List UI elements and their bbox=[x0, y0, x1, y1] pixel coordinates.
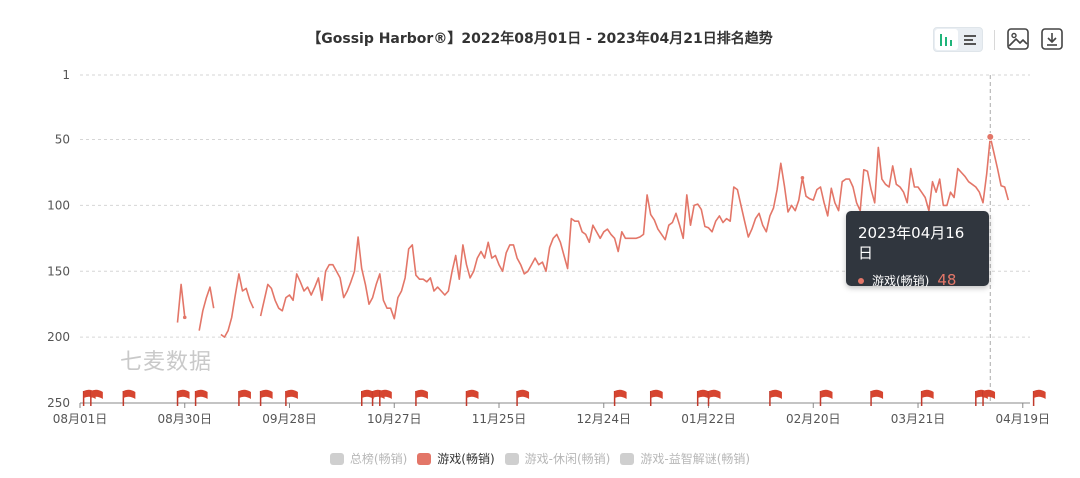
save-image-button[interactable] bbox=[1006, 27, 1030, 51]
event-flag-icon[interactable] bbox=[649, 389, 663, 406]
tooltip-series-dot bbox=[858, 277, 864, 284]
event-flag-icon[interactable] bbox=[90, 389, 103, 406]
legend-label: 游戏-休闲(畅销) bbox=[524, 452, 611, 466]
list-icon[interactable] bbox=[964, 35, 976, 45]
series-point bbox=[182, 315, 187, 320]
event-flag-icon[interactable] bbox=[176, 389, 190, 406]
x-tick-label: 11月25日 bbox=[472, 412, 527, 426]
event-flag-icon[interactable] bbox=[259, 389, 273, 406]
highlight-layer bbox=[986, 132, 995, 141]
y-tick-label: 50 bbox=[55, 133, 70, 147]
legend-swatch bbox=[417, 452, 432, 465]
event-flag-icon[interactable] bbox=[920, 389, 934, 406]
event-flag-icon[interactable] bbox=[982, 389, 996, 406]
legend-item[interactable]: 游戏-休闲(畅销) bbox=[504, 450, 611, 467]
watermark: 七麦数据 bbox=[120, 350, 213, 375]
event-flags bbox=[82, 389, 1046, 406]
legend-swatch bbox=[504, 452, 519, 465]
event-flag-icon[interactable] bbox=[360, 389, 374, 406]
bar-chart-icon[interactable] bbox=[940, 34, 952, 46]
legend-swatch bbox=[329, 452, 344, 465]
series-lines bbox=[176, 136, 1010, 338]
event-flag-icon[interactable] bbox=[613, 389, 627, 406]
y-tick-label: 200 bbox=[47, 330, 70, 344]
series-point bbox=[800, 175, 805, 180]
download-button[interactable] bbox=[1040, 27, 1064, 51]
event-flag-icon[interactable] bbox=[516, 389, 530, 406]
x-tick-label: 03月21日 bbox=[891, 412, 946, 426]
grid-lines bbox=[80, 74, 1030, 403]
event-flag-icon[interactable] bbox=[696, 389, 710, 406]
event-flag-icon[interactable] bbox=[870, 389, 884, 406]
x-tick-label: 01月22日 bbox=[681, 412, 736, 426]
chart-tooltip: 2023年04月16日 游戏(畅销) 48 bbox=[846, 211, 989, 289]
series-line bbox=[176, 283, 186, 323]
x-tick-label: 08月30日 bbox=[157, 412, 212, 426]
legend-label: 游戏(畅销) bbox=[437, 452, 495, 466]
x-tick-label: 09月28日 bbox=[262, 412, 317, 426]
y-tick-label: 250 bbox=[47, 396, 70, 410]
tooltip-date: 2023年04月16日 bbox=[858, 224, 965, 262]
x-tick-label: 08月01日 bbox=[53, 412, 108, 426]
event-flag-icon[interactable] bbox=[122, 389, 136, 406]
highlight-point bbox=[986, 132, 995, 141]
event-flag-icon[interactable] bbox=[285, 389, 298, 406]
event-flag-icon[interactable] bbox=[415, 389, 428, 406]
event-flag-icon[interactable] bbox=[1032, 389, 1046, 406]
y-tick-label: 150 bbox=[47, 264, 70, 278]
toolbar-divider bbox=[994, 30, 995, 50]
chart-legend: 总榜(畅销) 游戏(畅销) 游戏-休闲(畅销) 游戏-益智解谜(畅销) bbox=[0, 450, 1080, 467]
event-flag-icon[interactable] bbox=[819, 389, 833, 406]
x-tick-label: 10月27日 bbox=[367, 412, 422, 426]
legend-label: 总榜(畅销) bbox=[349, 452, 408, 466]
event-flag-icon[interactable] bbox=[707, 389, 721, 406]
event-flag-icon[interactable] bbox=[194, 389, 208, 406]
y-tick-label: 1 bbox=[62, 68, 70, 82]
series-line bbox=[220, 273, 255, 338]
download-icon bbox=[1041, 28, 1063, 50]
tooltip-series-name: 游戏(畅销) bbox=[872, 274, 930, 288]
chart-title: 【Gossip Harbor®】2022年08月01日 - 2023年04月21… bbox=[307, 31, 773, 47]
x-tick-label: 04月19日 bbox=[996, 412, 1051, 426]
tooltip-value: 48 bbox=[937, 271, 957, 289]
series-line bbox=[259, 136, 1010, 320]
event-flag-icon[interactable] bbox=[238, 389, 251, 406]
y-tick-label: 100 bbox=[47, 198, 70, 212]
event-flag-icon[interactable] bbox=[769, 389, 782, 406]
x-tick-label: 02月20日 bbox=[786, 412, 841, 426]
image-icon bbox=[1007, 28, 1029, 50]
legend-item[interactable]: 总榜(畅销) bbox=[329, 450, 408, 467]
chart-view-toggle[interactable] bbox=[933, 27, 983, 52]
legend-item[interactable]: 游戏(畅销) bbox=[417, 450, 495, 467]
event-flag-icon[interactable] bbox=[379, 389, 392, 406]
legend-swatch bbox=[620, 452, 635, 465]
x-tick-label: 12月24日 bbox=[576, 412, 631, 426]
legend-item[interactable]: 游戏-益智解谜(畅销) bbox=[620, 450, 750, 467]
legend-label: 游戏-益智解谜(畅销) bbox=[640, 452, 751, 466]
series-line bbox=[198, 286, 215, 331]
event-flag-icon[interactable] bbox=[465, 389, 479, 406]
